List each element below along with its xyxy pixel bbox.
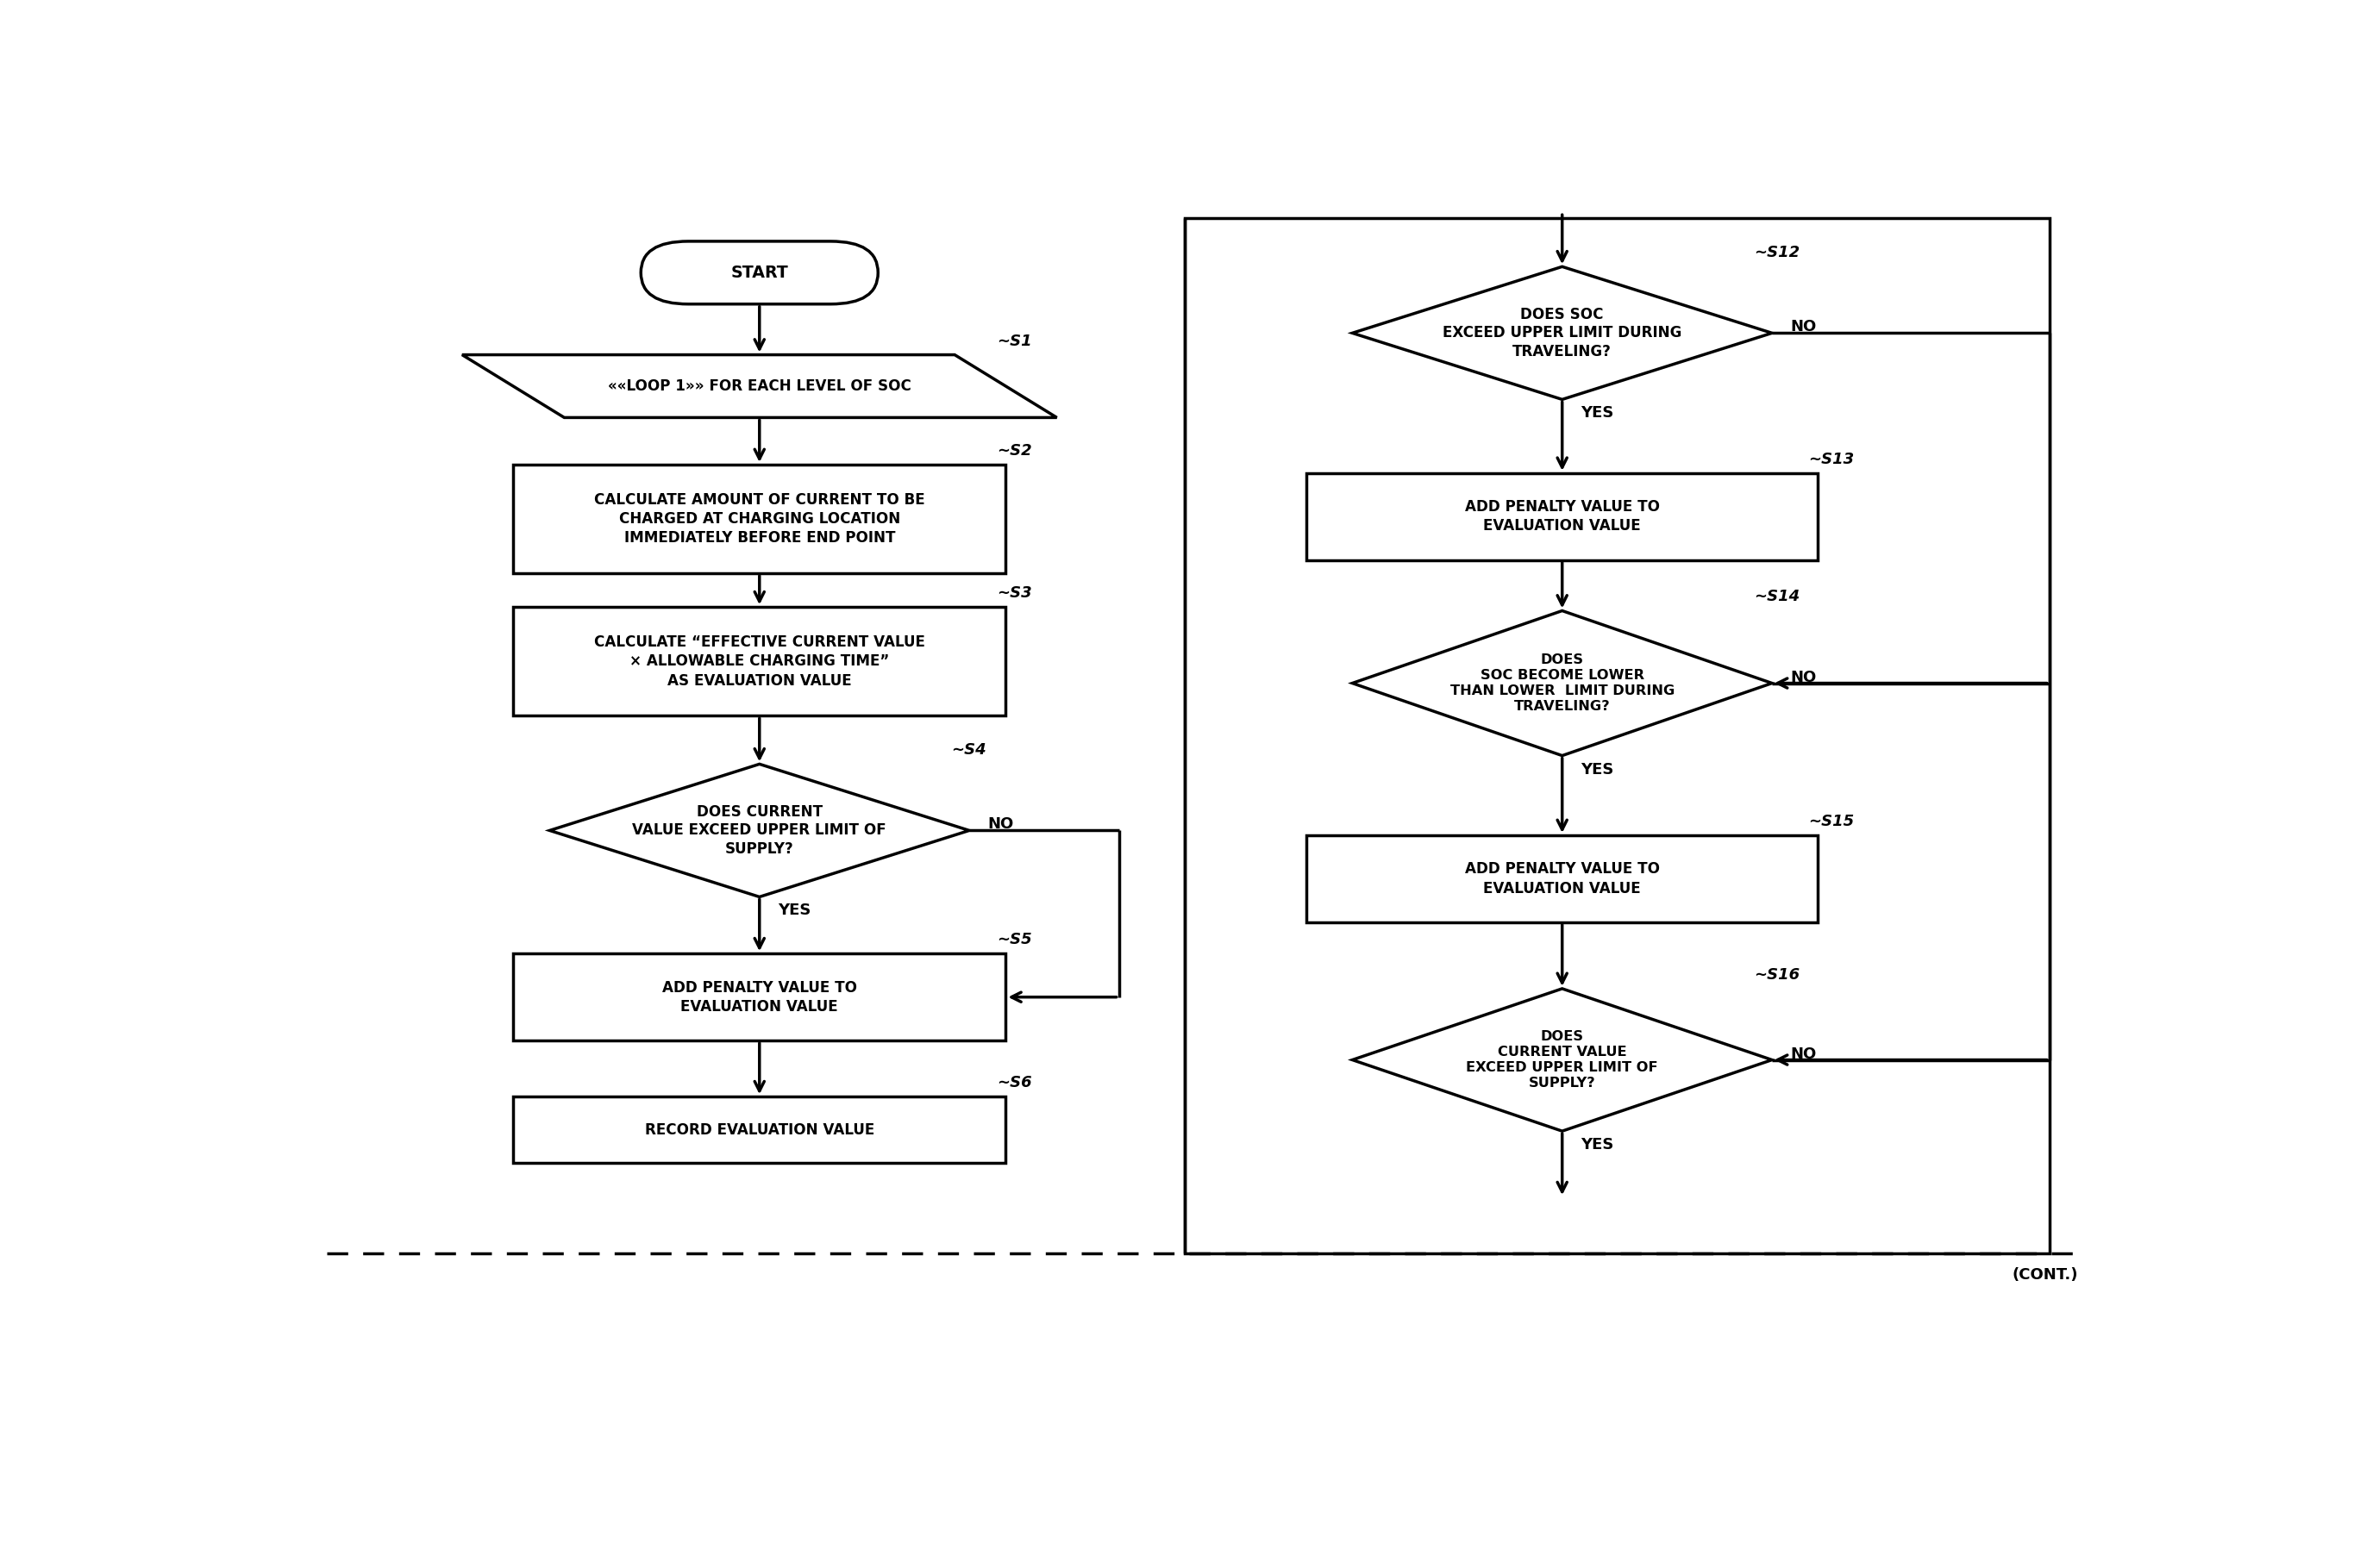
Polygon shape xyxy=(1351,612,1773,756)
FancyBboxPatch shape xyxy=(513,1096,1005,1163)
Polygon shape xyxy=(461,354,1057,417)
Text: ∼S16: ∼S16 xyxy=(1754,967,1798,983)
FancyBboxPatch shape xyxy=(513,953,1005,1041)
FancyBboxPatch shape xyxy=(640,241,878,304)
Text: DOES
CURRENT VALUE
EXCEED UPPER LIMIT OF
SUPPLY?: DOES CURRENT VALUE EXCEED UPPER LIMIT OF… xyxy=(1467,1030,1657,1090)
Text: NO: NO xyxy=(989,817,1015,833)
Polygon shape xyxy=(551,764,970,897)
Text: YES: YES xyxy=(1580,762,1612,778)
Text: ∼S1: ∼S1 xyxy=(996,334,1031,348)
Text: ∼S3: ∼S3 xyxy=(996,585,1031,601)
Text: YES: YES xyxy=(1580,1137,1612,1152)
Text: DOES CURRENT
VALUE EXCEED UPPER LIMIT OF
SUPPLY?: DOES CURRENT VALUE EXCEED UPPER LIMIT OF… xyxy=(633,804,887,856)
Text: ∼S6: ∼S6 xyxy=(996,1076,1031,1091)
FancyBboxPatch shape xyxy=(1306,474,1817,560)
Text: ««LOOP 1»» FOR EACH LEVEL OF SOC: ««LOOP 1»» FOR EACH LEVEL OF SOC xyxy=(607,378,911,394)
Text: START: START xyxy=(730,265,789,281)
Text: CALCULATE “EFFECTIVE CURRENT VALUE
× ALLOWABLE CHARGING TIME”
AS EVALUATION VALU: CALCULATE “EFFECTIVE CURRENT VALUE × ALL… xyxy=(593,635,925,688)
Text: NO: NO xyxy=(1789,1046,1817,1062)
Text: ADD PENALTY VALUE TO
EVALUATION VALUE: ADD PENALTY VALUE TO EVALUATION VALUE xyxy=(1464,499,1660,533)
FancyBboxPatch shape xyxy=(513,607,1005,715)
Text: ADD PENALTY VALUE TO
EVALUATION VALUE: ADD PENALTY VALUE TO EVALUATION VALUE xyxy=(661,980,857,1014)
Text: RECORD EVALUATION VALUE: RECORD EVALUATION VALUE xyxy=(645,1123,873,1138)
Text: NO: NO xyxy=(1789,670,1817,685)
Text: ∼S4: ∼S4 xyxy=(951,743,986,757)
Text: ADD PENALTY VALUE TO
EVALUATION VALUE: ADD PENALTY VALUE TO EVALUATION VALUE xyxy=(1464,861,1660,895)
FancyBboxPatch shape xyxy=(1306,836,1817,922)
Text: NO: NO xyxy=(1789,320,1817,334)
Text: ∼S14: ∼S14 xyxy=(1754,590,1798,605)
Text: CALCULATE AMOUNT OF CURRENT TO BE
CHARGED AT CHARGING LOCATION
IMMEDIATELY BEFOR: CALCULATE AMOUNT OF CURRENT TO BE CHARGE… xyxy=(593,492,925,546)
Text: YES: YES xyxy=(777,903,810,919)
Polygon shape xyxy=(1351,989,1773,1131)
Text: ∼S2: ∼S2 xyxy=(996,444,1031,458)
Text: ∼S12: ∼S12 xyxy=(1754,245,1798,260)
Text: ∼S5: ∼S5 xyxy=(996,931,1031,947)
Text: ∼S13: ∼S13 xyxy=(1808,452,1855,467)
Text: ∼S15: ∼S15 xyxy=(1808,814,1855,829)
Text: DOES SOC
EXCEED UPPER LIMIT DURING
TRAVELING?: DOES SOC EXCEED UPPER LIMIT DURING TRAVE… xyxy=(1443,307,1681,359)
FancyBboxPatch shape xyxy=(513,464,1005,574)
Polygon shape xyxy=(1351,267,1773,400)
Text: YES: YES xyxy=(1580,406,1612,420)
Text: DOES
SOC BECOME LOWER
THAN LOWER  LIMIT DURING
TRAVELING?: DOES SOC BECOME LOWER THAN LOWER LIMIT D… xyxy=(1450,654,1674,713)
Text: (CONT.): (CONT.) xyxy=(2013,1267,2079,1283)
